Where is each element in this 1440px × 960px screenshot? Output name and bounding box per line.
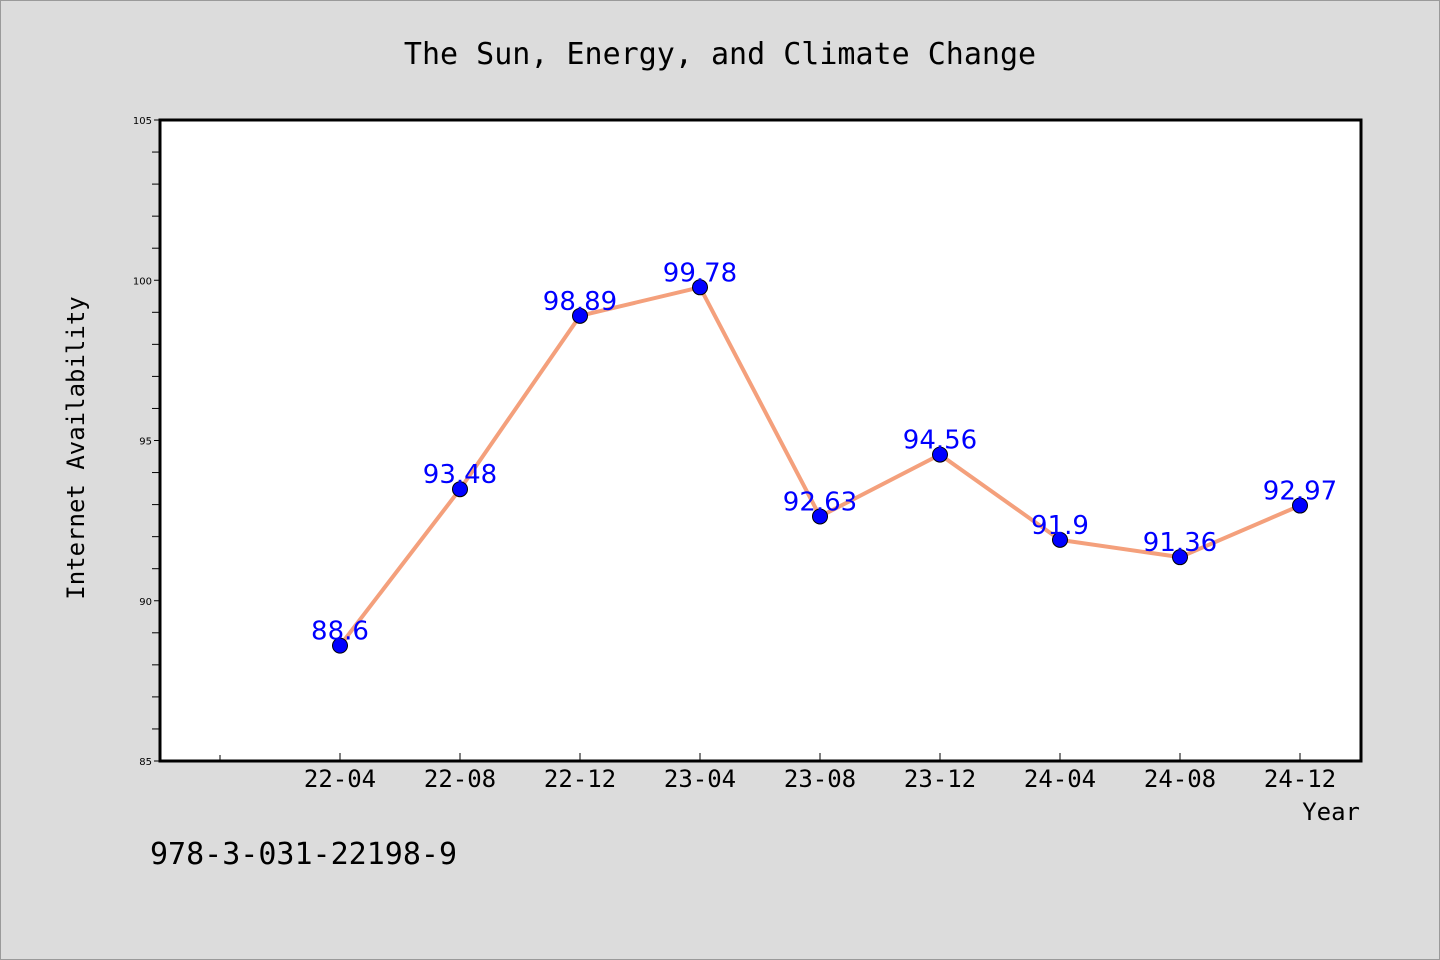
data-label: 99.78 xyxy=(663,258,737,288)
data-label: 92.63 xyxy=(783,487,857,517)
y-axis: 85 90 95 100 105 xyxy=(133,116,160,768)
y-tick-label: 85 xyxy=(139,757,152,768)
x-tick-label: 23-12 xyxy=(904,765,976,793)
data-point xyxy=(1292,497,1308,514)
data-label: 92.97 xyxy=(1263,477,1337,507)
data-label: 91.9 xyxy=(1031,511,1089,541)
data-label: 94.56 xyxy=(903,426,977,456)
x-tick-label: 23-08 xyxy=(784,765,856,793)
data-label: 88.6 xyxy=(311,617,369,647)
data-label: 98.89 xyxy=(543,287,617,317)
data-point xyxy=(452,481,468,498)
y-axis-label: Internet Availability xyxy=(62,296,90,599)
x-axis-label: Year xyxy=(1302,798,1360,826)
x-tick-label: 22-12 xyxy=(544,765,616,793)
data-point xyxy=(1052,531,1068,548)
x-tick-label: 22-08 xyxy=(424,765,496,793)
data-point-group xyxy=(332,279,1308,654)
data-point xyxy=(1172,549,1188,566)
data-point xyxy=(812,508,828,525)
data-point xyxy=(332,637,348,654)
x-axis: 22-04 22-08 22-12 23-04 23-08 23-12 24-04 24-08… xyxy=(219,753,1336,793)
x-tick-label: 24-04 xyxy=(1024,765,1096,793)
x-tick-label: 23-04 xyxy=(664,765,736,793)
plot-area xyxy=(158,118,1363,763)
x-tick-label: 24-12 xyxy=(1264,765,1336,793)
y-tick-label: 100 xyxy=(133,276,152,287)
data-point xyxy=(932,446,948,463)
y-tick-label: 90 xyxy=(139,597,152,608)
x-tick-label: 24-08 xyxy=(1144,765,1216,793)
data-point xyxy=(692,279,708,296)
data-point xyxy=(572,307,588,324)
data-label: 91.36 xyxy=(1143,528,1217,558)
y-tick-label: 95 xyxy=(139,437,152,448)
x-tick-label: 22-04 xyxy=(304,765,376,793)
y-tick-label: 105 xyxy=(133,116,152,127)
isbn-footnote: 978-3-031-22198-9 xyxy=(150,837,457,872)
data-label: 93.48 xyxy=(423,460,497,490)
chart-title: The Sun, Energy, and Climate Change xyxy=(404,37,1036,72)
data-label-group: 88.6 93.48 98.89 99.78 92.63 94.56 91.9 91.36 92… xyxy=(311,258,1337,646)
